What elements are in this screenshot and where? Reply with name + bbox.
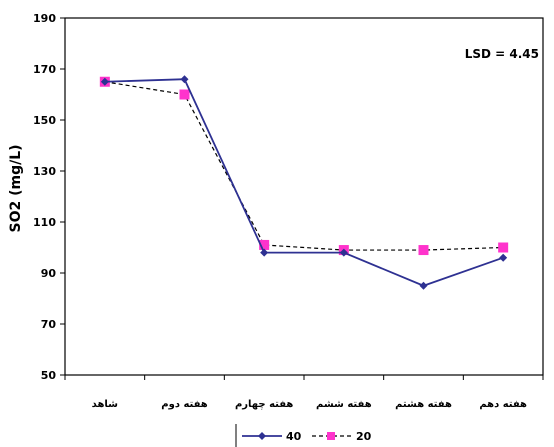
data-point-40 (100, 77, 109, 86)
y-axis-ticks: 50 70 90 110 130 150 170 190 (33, 12, 65, 382)
series-line-40 (104, 78, 504, 287)
legend-marker-20 (327, 432, 335, 440)
data-point-40 (260, 248, 269, 257)
x-category-label: هفته هشتم (395, 399, 452, 410)
x-category-label: هفته ششم (316, 399, 372, 410)
data-point-40 (339, 248, 348, 257)
y-axis-title: SO2 (mg/L) (8, 144, 24, 232)
legend-marker-40 (258, 432, 266, 440)
x-category-label: شاهد (92, 399, 118, 410)
y-tick-label: 130 (33, 165, 56, 178)
data-point-40 (419, 281, 428, 290)
x-category-label: هفته دهم (479, 399, 527, 410)
y-tick-label: 190 (33, 12, 56, 25)
legend-label-40: 40 (286, 430, 302, 443)
lsd-annotation: LSD = 4.45 (465, 47, 539, 61)
y-tick-label: 50 (41, 369, 57, 382)
data-point-40 (180, 75, 189, 84)
legend: 40 20 (235, 424, 372, 447)
y-tick-label: 110 (33, 216, 56, 229)
series-line-20 (104, 81, 504, 251)
y-tick-label: 150 (33, 114, 56, 127)
plot-frame (64, 17, 544, 376)
y-tick-label: 90 (41, 267, 57, 280)
data-point-40 (499, 253, 508, 262)
plot-frame-group (64, 17, 544, 376)
data-point-20 (418, 245, 429, 256)
data-point-20 (498, 242, 509, 253)
data-point-20 (179, 89, 190, 100)
x-category-label: هفته چهارم (235, 399, 293, 410)
series-layer (99, 75, 509, 290)
data-point-20 (259, 239, 270, 250)
x-axis-ticks: شاهد هفته دوم هفته چهارم هفته ششم هفته هشتم ه… (64, 375, 544, 410)
legend-label-20: 20 (356, 430, 372, 443)
x-category-label: هفته دوم (161, 399, 208, 410)
y-tick-label: 170 (33, 63, 56, 76)
y-tick-label: 70 (41, 318, 57, 331)
